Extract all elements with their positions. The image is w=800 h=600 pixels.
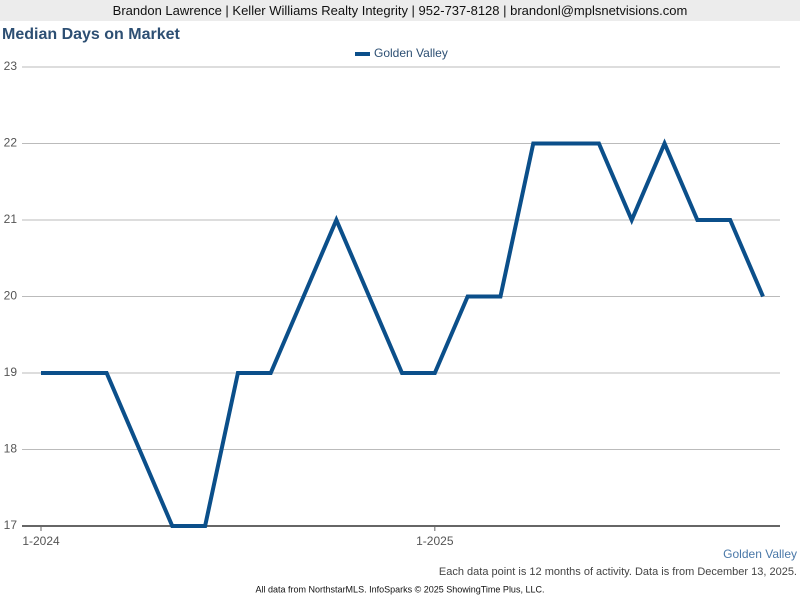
y-tick-label: 23: [4, 59, 18, 73]
y-tick-label: 18: [4, 442, 18, 456]
series-line: [41, 138, 765, 528]
y-tick-label: 17: [4, 518, 18, 532]
legend-label: Golden Valley: [374, 46, 448, 60]
y-tick-label: 20: [4, 289, 18, 303]
footer: All data from NorthstarMLS. InfoSparks ©…: [256, 584, 545, 594]
header: Brandon Lawrence | Keller Williams Realt…: [0, 0, 800, 21]
y-tick-label: 21: [4, 212, 18, 226]
y-tick-label: 22: [4, 136, 18, 150]
x-tick-label: 1-2025: [416, 534, 454, 548]
y-tick-label: 19: [4, 365, 18, 379]
x-tick-label: 1-2024: [22, 534, 60, 548]
area-label: Golden Valley: [723, 547, 797, 561]
chart-title: Median Days on Market: [2, 26, 181, 43]
note: Each data point is 12 months of activity…: [439, 566, 797, 578]
